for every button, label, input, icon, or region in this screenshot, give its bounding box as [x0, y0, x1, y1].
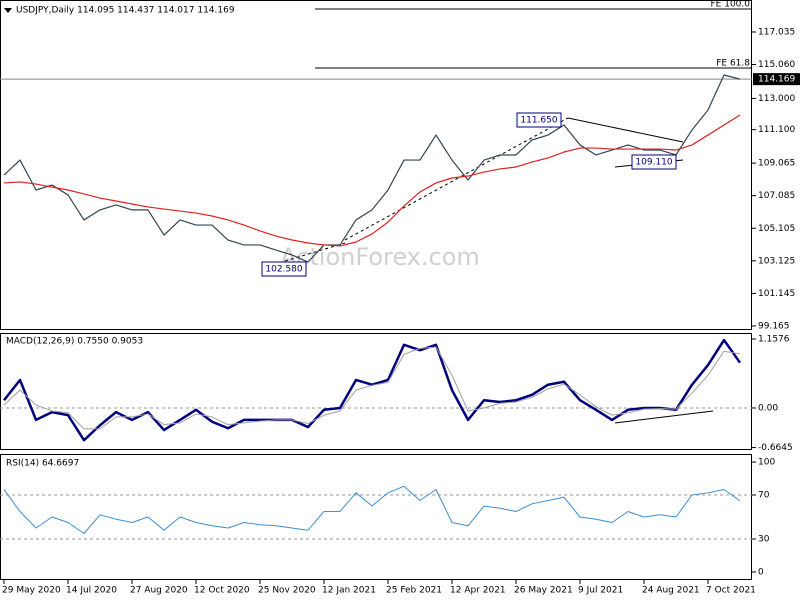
rsi-panel — [0, 454, 752, 580]
y-tick-label: 103.125 — [758, 256, 795, 266]
y-tick-label: 109.065 — [758, 159, 795, 169]
x-tick-label: 14 Jul 2020 — [66, 586, 117, 596]
x-tick-label: 24 Aug 2021 — [642, 586, 700, 596]
x-tick-label: 26 May 2021 — [514, 586, 573, 596]
trendline — [344, 117, 569, 241]
last-price-label: 114.169 — [758, 75, 795, 85]
x-tick-label: 7 Oct 2021 — [706, 586, 756, 596]
y-tick-label: 30 — [758, 534, 770, 544]
series-line — [3, 346, 741, 430]
series-line — [3, 485, 741, 534]
y-tick-label: 115.060 — [758, 60, 795, 70]
trendline — [614, 410, 714, 424]
x-tick-label: 9 Jul 2021 — [578, 586, 623, 596]
x-tick-label: 25 Feb 2021 — [386, 586, 442, 596]
macd-title: MACD(12,26,9) 0.7550 0.9053 — [6, 337, 143, 347]
y-tick-label: -0.6645 — [758, 443, 793, 453]
y-tick-label: 70 — [758, 491, 770, 501]
annotation: 111.650 — [520, 116, 557, 126]
y-tick-label: 111.100 — [758, 125, 795, 135]
last-price-box — [753, 73, 800, 86]
series-line — [3, 114, 741, 247]
y-tick-label: 113.000 — [758, 94, 795, 104]
series-line — [3, 74, 741, 263]
annotation-box — [631, 154, 677, 170]
y-tick-label: 105.105 — [758, 224, 795, 234]
x-tick-label: 12 Jan 2021 — [322, 586, 376, 596]
price-panel — [0, 0, 752, 330]
y-tick-label: 99.165 — [758, 321, 790, 331]
y-tick-label: 101.145 — [758, 289, 795, 299]
x-tick-label: 27 Aug 2020 — [130, 586, 188, 596]
trendline — [567, 117, 684, 143]
fe-label: FE 61.8 — [716, 58, 750, 68]
annotation: 102.580 — [265, 265, 302, 275]
annotation-box — [261, 261, 307, 277]
x-tick-label: 12 Oct 2020 — [194, 586, 250, 596]
chart-title: USDJPY,Daily 114.095 114.437 114.017 114… — [16, 6, 235, 16]
annotation: 109.110 — [635, 158, 672, 168]
watermark: ActionForex.com — [280, 243, 480, 271]
y-tick-label: 107.085 — [758, 191, 795, 201]
x-tick-label: 29 May 2020 — [2, 586, 61, 596]
y-tick-label: 0 — [758, 567, 764, 577]
x-tick-label: 25 Nov 2020 — [258, 586, 316, 596]
y-tick-label: 100 — [758, 458, 775, 468]
macd-panel — [0, 333, 752, 450]
y-tick-label: 1.1576 — [758, 334, 790, 344]
rsi-title: RSI(14) 64.6697 — [6, 459, 79, 469]
y-tick-label: 117.035 — [758, 27, 795, 37]
x-tick-label: 12 Apr 2021 — [450, 586, 506, 596]
annotation-box — [516, 112, 562, 128]
fe-label: FE 100.0 — [711, 0, 751, 10]
y-tick-label: 0.00 — [758, 403, 778, 413]
collapse-icon — [4, 8, 12, 13]
